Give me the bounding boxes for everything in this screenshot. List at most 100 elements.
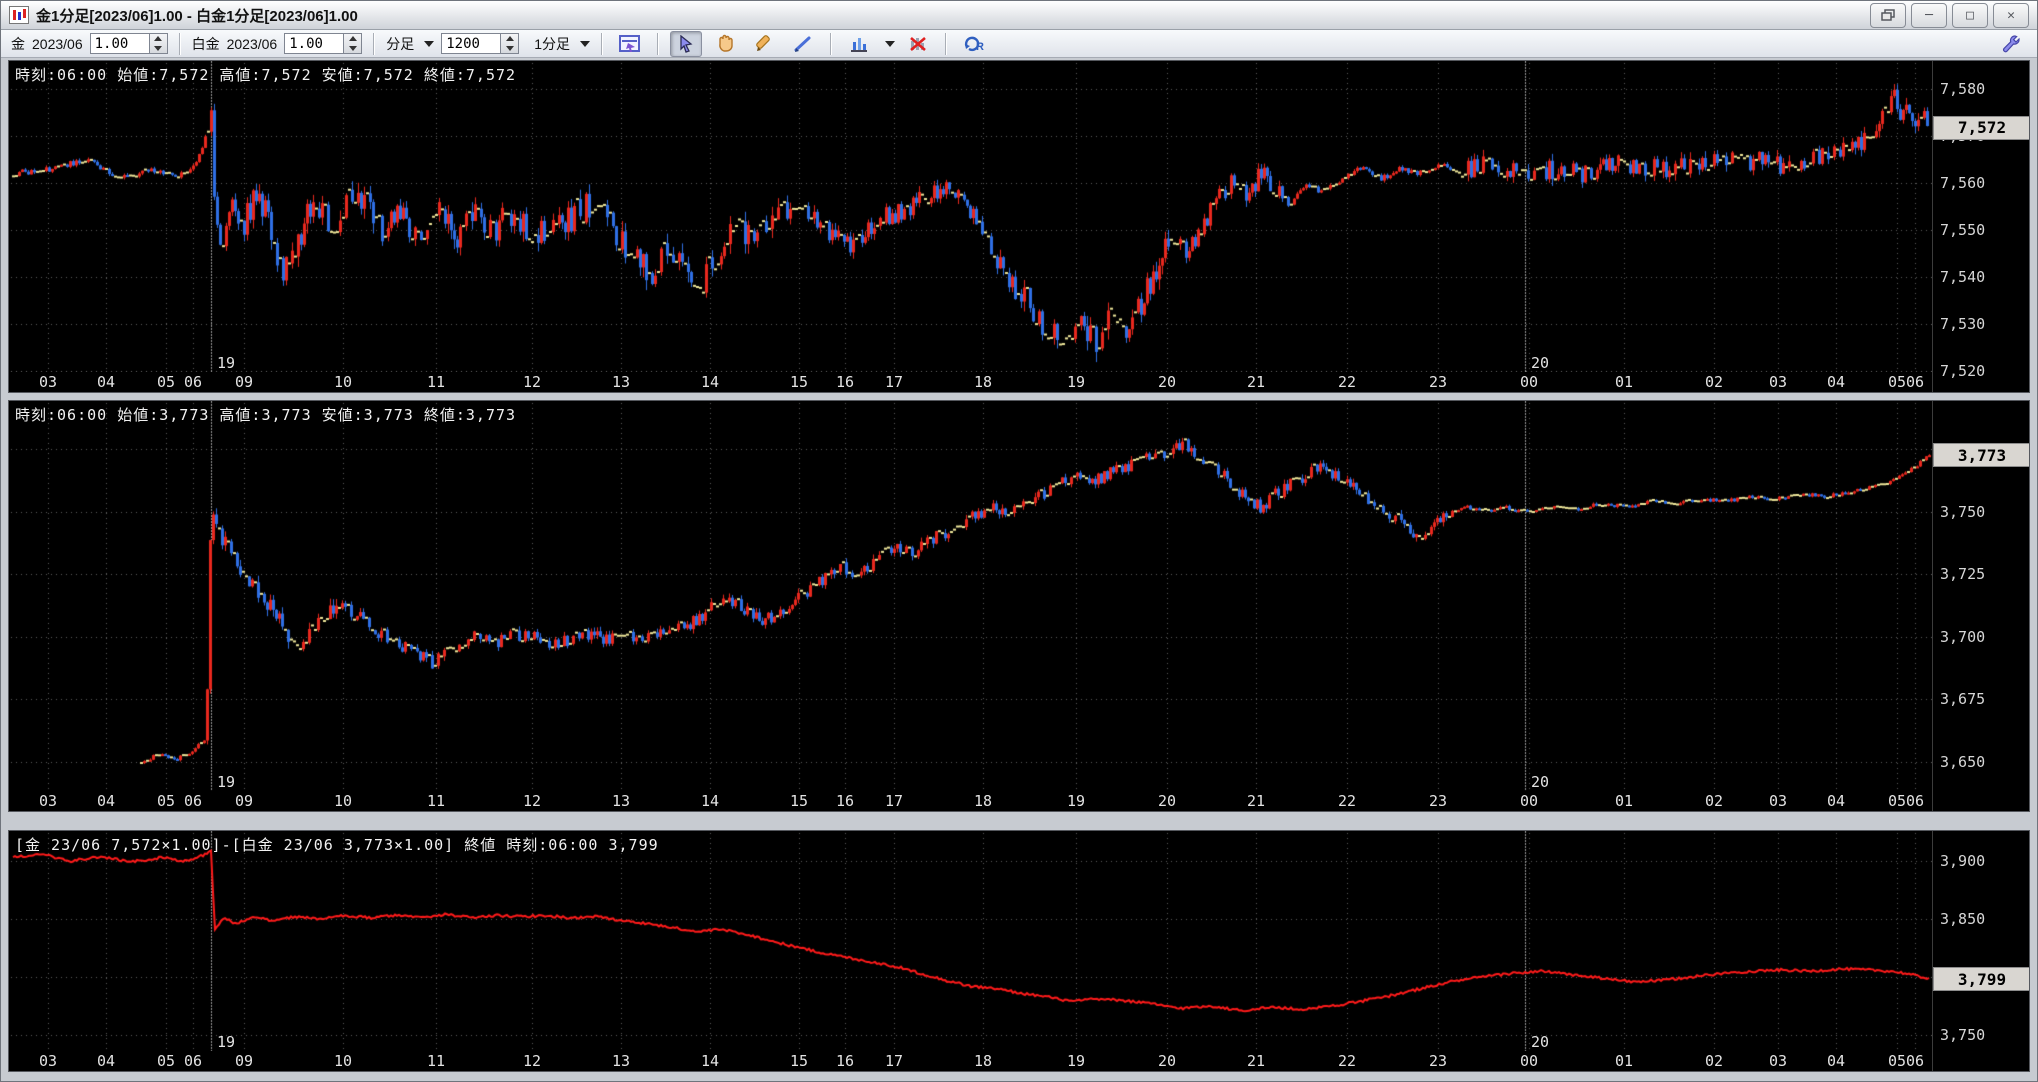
refresh-icon: R [963,35,985,53]
price-tick-label: 3,850 [1940,910,1985,928]
price-tick-label: 3,725 [1940,565,1985,583]
price-tick-label: 7,550 [1940,221,1985,239]
hour-tick-label: 11 [427,373,445,391]
hour-tick-label: 00 [1520,792,1538,810]
hand-icon [715,34,735,54]
hour-tick-label: 16 [836,373,854,391]
toolbar-separator [373,33,375,55]
price-tick-label: 7,520 [1940,362,1985,380]
price-tick-label: 3,700 [1940,628,1985,646]
gold-time-axis: 0304050609101112131415161718192021222300… [9,372,1932,392]
platinum-chart-panel: 時刻:06:00 始値:3,773 高値:3,773 安値:3,773 終値:3… [8,400,2030,812]
cursor-tool-button[interactable] [670,31,702,57]
price-tick-label: 7,540 [1940,268,1985,286]
spread-line-canvas[interactable] [9,831,1932,1051]
svg-text:R: R [976,41,984,53]
gold-chart-panel: 時刻:06:00 始値:7,572 高値:7,572 安値:7,572 終値:7… [8,60,2030,393]
app-candle-icon [9,6,29,24]
clear-indicator-button[interactable] [902,31,934,57]
hand-tool-button[interactable] [709,31,741,57]
price-tick-label: 3,750 [1940,1026,1985,1044]
price-tick-label: 7,560 [1940,174,1985,192]
date-label: 19 [217,354,235,372]
hour-tick-label: 10 [334,1052,352,1070]
hour-tick-label: 06 [1906,1052,1924,1070]
price-tick-label: 3,650 [1940,753,1985,771]
hour-tick-label: 19 [1067,1052,1085,1070]
hour-tick-label: 09 [235,373,253,391]
minimize-button[interactable]: ─ [1911,3,1947,28]
hour-tick-label: 05 [1888,1052,1906,1070]
hour-tick-label: 18 [974,1052,992,1070]
hour-tick-label: 06 [1906,373,1924,391]
hour-tick-label: 12 [523,373,541,391]
gold-candle-canvas[interactable] [9,61,1932,372]
bar-count-stepper [441,33,519,54]
cascade-window-button[interactable] [1870,3,1906,28]
toolbar-separator [601,33,603,55]
hour-tick-label: 04 [1827,792,1845,810]
platinum-time-axis: 0304050609101112131415161718192021222300… [9,791,1932,811]
pencil-tool-button[interactable] [748,31,780,57]
price-tick-label: 3,750 [1940,503,1985,521]
hour-tick-label: 05 [1888,792,1906,810]
date-label: 20 [1531,1033,1549,1051]
indicator-chart-button[interactable] [843,31,875,57]
hour-tick-label: 02 [1705,1052,1723,1070]
bar-count-spin-buttons[interactable] [500,33,519,54]
refresh-button[interactable]: R [958,31,990,57]
hour-tick-label: 11 [427,1052,445,1070]
hour-tick-label: 05 [157,1052,175,1070]
price-tick-label: 7,530 [1940,315,1985,333]
hour-tick-label: 04 [97,373,115,391]
hour-tick-label: 15 [790,792,808,810]
hour-tick-label: 21 [1247,373,1265,391]
hour-tick-label: 17 [885,1052,903,1070]
spread-formula-info: [金 23/06 7,572×1.00]-[白金 23/06 3,773×1.0… [15,834,659,855]
date-label: 20 [1531,773,1549,791]
hour-tick-label: 04 [1827,1052,1845,1070]
platinum-candle-canvas[interactable] [9,401,1932,791]
hour-tick-label: 03 [39,792,57,810]
hour-tick-label: 04 [97,792,115,810]
gold-price-axis: 7,5807,5707,5607,5507,5407,5307,5207,572 [1932,61,2030,392]
gold-multiplier-input[interactable] [90,33,149,54]
hour-tick-label: 20 [1158,373,1176,391]
spread-chart-panel: [金 23/06 7,572×1.00]-[白金 23/06 3,773×1.0… [8,830,2030,1072]
chart-settings-icon [619,34,641,54]
interval-label[interactable]: 1分足 [534,34,570,54]
close-button[interactable]: ✕ [1993,3,2029,28]
hour-tick-label: 05 [157,792,175,810]
hour-tick-label: 20 [1158,792,1176,810]
hour-tick-label: 21 [1247,1052,1265,1070]
hour-tick-label: 12 [523,1052,541,1070]
toolbar-separator [657,33,659,55]
hour-tick-label: 23 [1429,1052,1447,1070]
line-draw-icon [793,34,813,54]
hour-tick-label: 16 [836,792,854,810]
price-tick-label: 3,900 [1940,852,1985,870]
hour-tick-label: 02 [1705,792,1723,810]
hour-tick-label: 15 [790,373,808,391]
bar-type-dropdown-icon[interactable] [424,41,434,47]
indicator-dropdown-icon[interactable] [885,41,895,47]
hour-tick-label: 04 [97,1052,115,1070]
platinum-multiplier-spin-buttons[interactable] [343,33,362,54]
interval-dropdown-icon[interactable] [580,41,590,47]
bar-type-label[interactable]: 分足 [386,34,414,54]
gold-multiplier-spin-buttons[interactable] [149,33,168,54]
bar-count-input[interactable] [441,33,500,54]
hour-tick-label: 21 [1247,792,1265,810]
hour-tick-label: 23 [1429,373,1447,391]
hour-tick-label: 18 [974,373,992,391]
chart-settings-button[interactable] [614,31,646,57]
hour-tick-label: 22 [1338,792,1356,810]
platinum-multiplier-input[interactable] [284,33,343,54]
spread-time-axis: 0304050609101112131415161718192021222300… [9,1051,1932,1071]
hour-tick-label: 15 [790,1052,808,1070]
line-draw-tool-button[interactable] [787,31,819,57]
maximize-button[interactable]: □ [1952,3,1988,28]
hour-tick-label: 14 [701,1052,719,1070]
settings-wrench-button[interactable] [1995,31,2027,57]
hour-tick-label: 03 [1769,1052,1787,1070]
